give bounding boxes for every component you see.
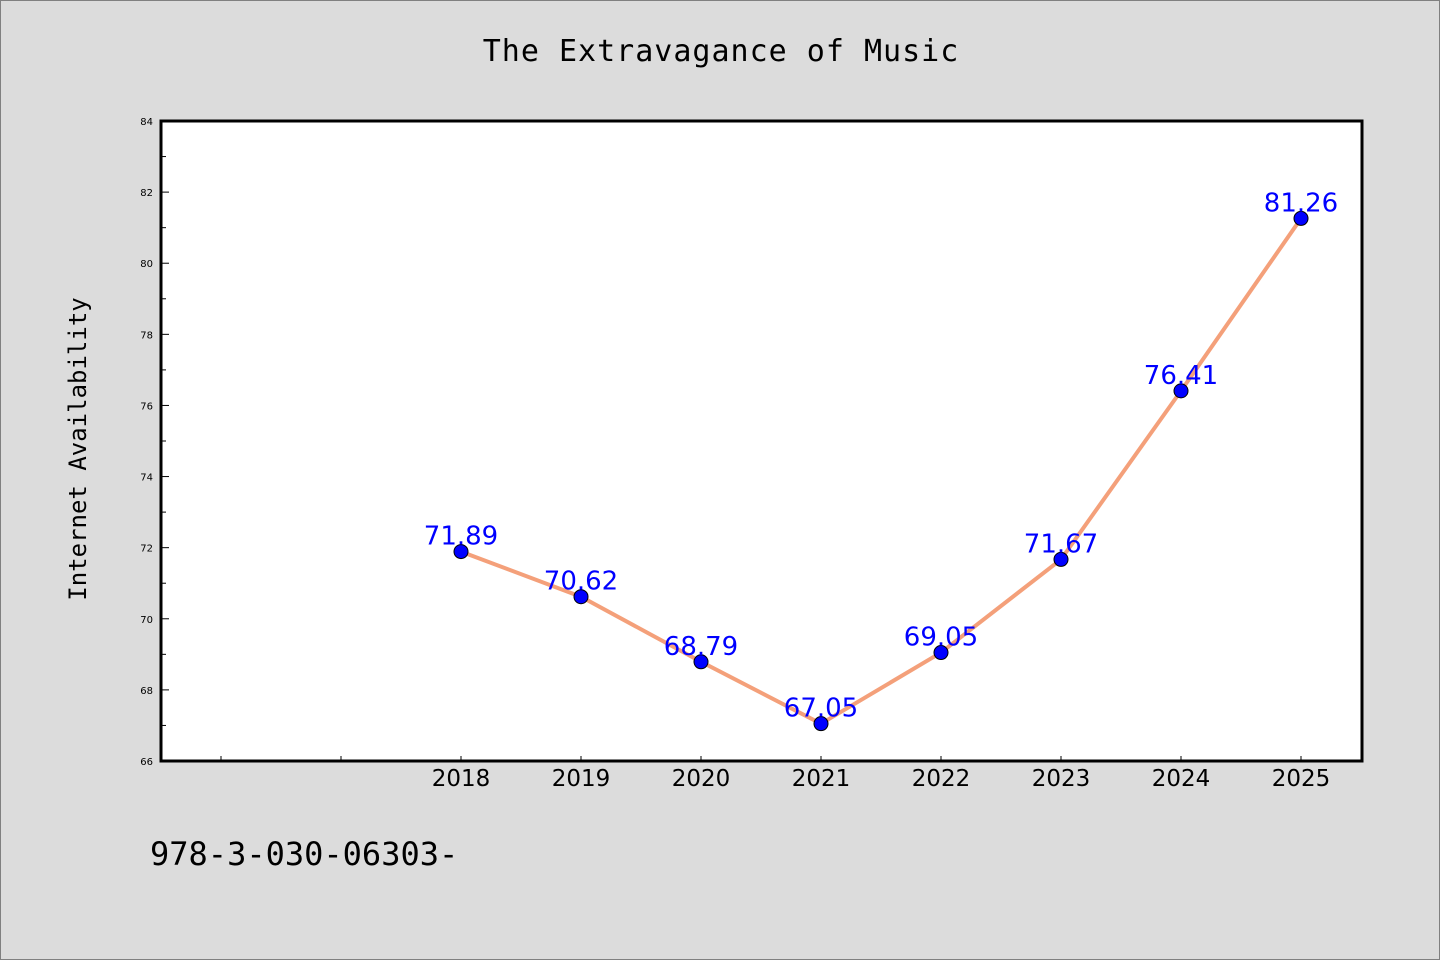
series-line [460,217,1303,726]
plot-area [159,119,1364,763]
y-tick-label: 78 [140,330,153,341]
data-label: 71.89 [424,522,498,552]
y-tick-label: 84 [140,117,153,128]
y-axis: 66 68 70 72 74 76 78 80 82 84 [140,117,169,768]
x-tick-label: 2018 [432,766,491,792]
data-point [1173,383,1189,399]
chart-title: The Extravagance of Music [482,34,960,69]
x-tick-label: 2019 [552,766,611,792]
data-point [453,544,469,560]
y-tick-label: 82 [140,188,153,199]
y-tick-label: 76 [140,401,153,412]
y-tick-label: 70 [140,615,153,626]
data-labels-group: 71.89 70.62 68.79 67.05 69.05 71.67 76.41 81.26 [424,188,1338,723]
data-point [1293,210,1309,226]
data-label: 71.67 [1024,529,1098,559]
data-point [933,645,949,661]
x-tick-label: 2024 [1152,766,1211,792]
y-tick-label: 66 [140,757,153,768]
x-tick-label: 2021 [792,766,851,792]
x-tick-label: 2022 [912,766,971,792]
x-tick-label: 2025 [1272,766,1331,792]
data-point [573,589,589,605]
footer-identifier: 978-3-030-06303- [150,835,459,873]
series-line-group [460,217,1303,726]
data-point [1053,551,1069,567]
y-tick-label: 80 [140,259,153,270]
y-tick-label: 72 [140,544,153,555]
data-label: 68.79 [664,632,738,662]
data-label: 69.05 [904,623,978,653]
x-tick-label: 2023 [1032,766,1091,792]
data-label: 70.62 [544,567,618,597]
x-axis: 2018 2019 2020 2021 2022 2023 2024 2025 [220,756,1331,792]
data-point [693,654,709,670]
y-tick-label: 68 [140,686,153,697]
data-label: 76.41 [1144,361,1218,391]
data-label: 67.05 [784,694,858,724]
data-point [813,716,829,732]
x-tick-label: 2020 [672,766,731,792]
data-label: 81.26 [1264,188,1338,218]
y-tick-label: 74 [140,473,153,484]
series-points-group [453,210,1309,732]
